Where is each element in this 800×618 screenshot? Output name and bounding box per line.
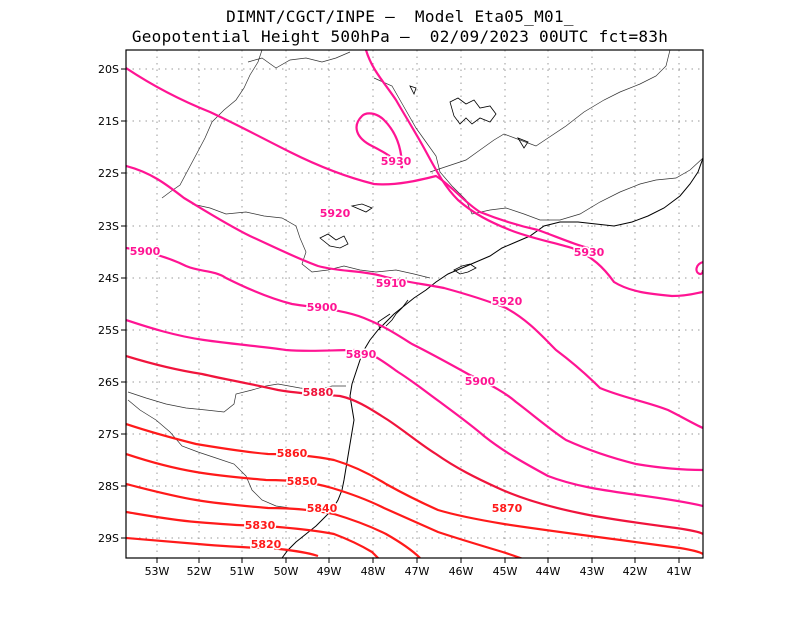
lat-label: 25S bbox=[98, 324, 119, 337]
lat-label: 28S bbox=[98, 480, 119, 493]
lon-label: 49W bbox=[317, 565, 342, 578]
lat-label: 20S bbox=[98, 63, 119, 76]
contour-label: 5930 bbox=[574, 246, 605, 259]
contour-label: 5920 bbox=[320, 207, 351, 220]
lon-label: 52W bbox=[187, 565, 212, 578]
contour-label: 5920 bbox=[492, 295, 523, 308]
lat-label: 24S bbox=[98, 272, 119, 285]
contour-label: 5890 bbox=[346, 348, 377, 361]
map-title-line-2: Geopotential Height 500hPa – 02/09/2023 … bbox=[131, 27, 669, 46]
lat-label: 23S bbox=[98, 220, 119, 233]
contour-labels: 5930 5930 5920 5920 5910 5900 5900 5900 … bbox=[128, 154, 606, 553]
contour-label: 5900 bbox=[307, 301, 338, 314]
state-borders bbox=[127, 50, 703, 509]
lat-lon-grid bbox=[126, 50, 703, 558]
axis-ticks bbox=[121, 68, 680, 563]
contour-label: 5880 bbox=[303, 386, 334, 399]
lat-label: 29S bbox=[98, 532, 119, 545]
contour-label: 5900 bbox=[130, 245, 161, 258]
lon-label: 42W bbox=[623, 565, 648, 578]
contour-label: 5850 bbox=[287, 475, 318, 488]
lon-label: 47W bbox=[405, 565, 430, 578]
lat-label: 27S bbox=[98, 428, 119, 441]
contour-label: 5820 bbox=[251, 538, 282, 551]
map-title-line-1: DIMNT/CGCT/INPE – Model Eta05_M01_ bbox=[226, 7, 574, 26]
lon-label: 53W bbox=[145, 565, 170, 578]
lat-label: 21S bbox=[98, 115, 119, 128]
contour-label: 5840 bbox=[307, 502, 338, 515]
lat-label: 22S bbox=[98, 167, 119, 180]
lon-label: 44W bbox=[536, 565, 561, 578]
lon-label: 50W bbox=[274, 565, 299, 578]
latitude-labels: 20S 21S 22S 23S 24S 25S 26S 27S 28S 29S bbox=[98, 63, 119, 545]
height-contours bbox=[126, 50, 703, 558]
contour-label: 5900 bbox=[465, 375, 496, 388]
contour-label: 5910 bbox=[376, 277, 407, 290]
lon-label: 45W bbox=[493, 565, 518, 578]
lon-label: 51W bbox=[230, 565, 255, 578]
contour-label: 5860 bbox=[277, 447, 308, 460]
contour-label: 5830 bbox=[245, 519, 276, 532]
lon-label: 48W bbox=[361, 565, 386, 578]
lon-label: 41W bbox=[667, 565, 692, 578]
contour-label: 5930 bbox=[381, 155, 412, 168]
lon-label: 46W bbox=[449, 565, 474, 578]
coastline bbox=[281, 85, 703, 558]
lat-label: 26S bbox=[98, 376, 119, 389]
contour-label: 5870 bbox=[492, 502, 523, 515]
plot-frame bbox=[125, 49, 704, 559]
longitude-labels: 53W 52W 51W 50W 49W 48W 47W 46W 45W 44W … bbox=[145, 565, 692, 578]
lon-label: 43W bbox=[580, 565, 605, 578]
